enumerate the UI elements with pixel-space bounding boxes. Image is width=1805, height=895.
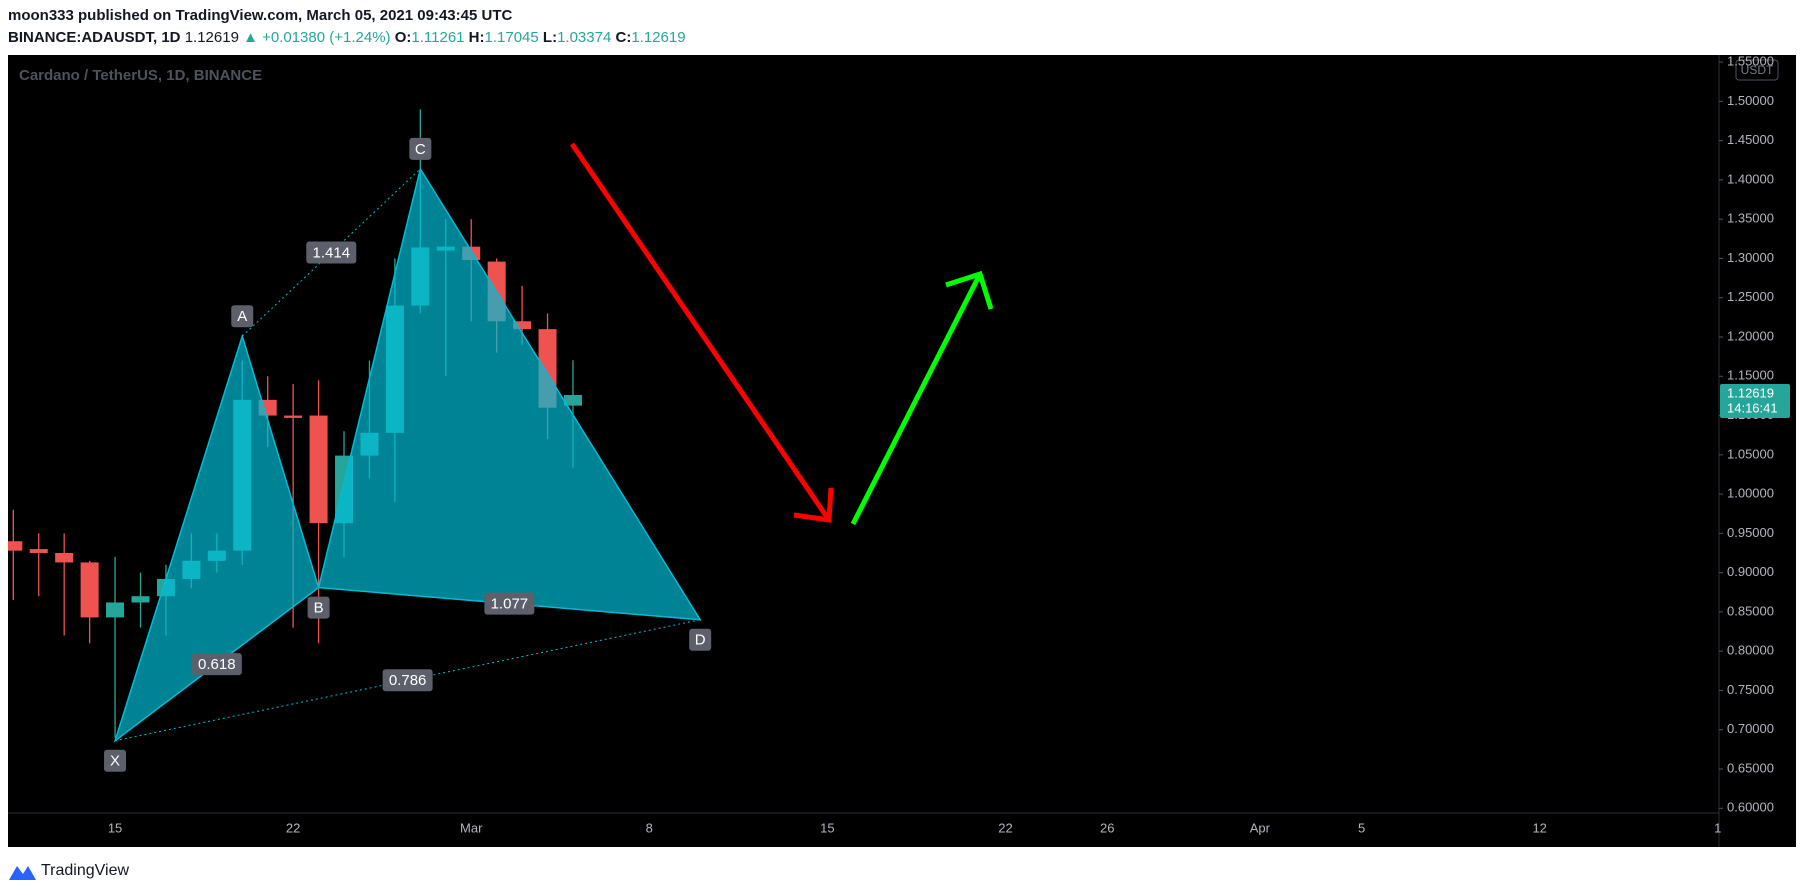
o-label: O:: [395, 29, 412, 46]
pattern-ratio-label-box: [191, 653, 242, 676]
x-tick-label: 1: [1714, 820, 1721, 835]
pattern-ratio-label: 1.414: [313, 245, 351, 262]
y-tick-label: 0.75000: [1727, 682, 1774, 697]
x-tick-label: 5: [1358, 820, 1365, 835]
drawings: [569, 142, 994, 526]
x-tick-label: 8: [646, 820, 653, 835]
pattern-point-label-box: [409, 137, 432, 160]
x-tick-label: Apr: [1250, 820, 1271, 835]
currency: USDT: [1741, 63, 1774, 77]
last-price: 1.12619: [1727, 385, 1774, 400]
chart-background: [8, 55, 1796, 847]
y-tick-label: 1.30000: [1727, 250, 1774, 265]
x-tick-label: 12: [1532, 820, 1546, 835]
l-label: L:: [543, 29, 557, 46]
y-tick-label: 0.95000: [1727, 525, 1774, 540]
change: ▲ +0.01380 (+1.24%): [243, 29, 390, 46]
y-tick-label: 0.70000: [1727, 721, 1774, 736]
pattern-point-label: X: [110, 753, 120, 770]
x-tick-label: 15: [108, 820, 122, 835]
candle-body: [8, 541, 23, 551]
pattern-ratio-label: 1.077: [491, 596, 529, 613]
x-tick-label: 22: [286, 820, 300, 835]
red-arrow-head: [793, 487, 834, 523]
y-tick-label: 1.15000: [1727, 368, 1774, 383]
publish-info: moon333 published on TradingView.com, Ma…: [8, 7, 512, 24]
y-tick-label: 1.40000: [1727, 171, 1774, 186]
green-arrow: [850, 272, 983, 526]
pattern-point-label: B: [314, 600, 324, 617]
symbol: BINANCE:ADAUSDT, 1D: [8, 29, 181, 46]
l-value: 1.03374: [557, 29, 611, 46]
pattern-point-label-box: [104, 749, 127, 772]
pattern-ratio-label-box: [382, 669, 433, 692]
symbol-line: BINANCE:ADAUSDT, 1D 1.12619 ▲ +0.01380 (…: [8, 29, 686, 46]
pattern-dotted-leg: [241, 168, 421, 337]
pattern-ratio-label-box: [484, 592, 535, 615]
logo: [9, 866, 36, 880]
candle-body: [131, 596, 150, 603]
y-tick-label: 1.55000: [1727, 54, 1774, 69]
c-label: C:: [615, 29, 631, 46]
y-tick-label: 0.60000: [1727, 800, 1774, 815]
candle-body: [29, 549, 48, 554]
y-tick-label: 0.65000: [1727, 760, 1774, 775]
y-tick-label: 1.45000: [1727, 132, 1774, 147]
candle-body: [284, 415, 303, 418]
y-tick-label: 0.80000: [1727, 643, 1774, 658]
candle-body: [55, 553, 74, 563]
candle-body: [309, 415, 328, 524]
green-arrow-head: [945, 270, 994, 310]
h-label: H:: [469, 29, 485, 46]
countdown: 14:16:41: [1727, 400, 1778, 415]
y-tick-label: 1.25000: [1727, 289, 1774, 304]
y-tick-label: 0.85000: [1727, 603, 1774, 618]
pattern-ratio-label: 0.786: [389, 672, 427, 689]
x-tick-label: 26: [1100, 820, 1114, 835]
red-arrow: [569, 142, 832, 522]
chart-title: Cardano / TetherUS, 1D, BINANCE: [19, 67, 262, 84]
candle-body: [106, 602, 125, 618]
h-value: 1.17045: [485, 29, 539, 46]
pattern-point-label: C: [415, 141, 426, 158]
y-tick-label: 1.50000: [1727, 93, 1774, 108]
candle-body: [80, 562, 99, 618]
y-tick-label: 1.35000: [1727, 211, 1774, 226]
o-value: 1.11261: [411, 29, 464, 46]
pattern-point-label: D: [695, 632, 706, 649]
y-tick-label: 1.05000: [1727, 446, 1774, 461]
x-tick-label: 15: [820, 820, 834, 835]
y-tick-label: 1.00000: [1727, 486, 1774, 501]
logo-icon: [9, 866, 36, 880]
pattern-ratio-label: 0.618: [198, 656, 236, 673]
candle-body: [513, 321, 532, 330]
pattern-ratio-label-box: [306, 241, 357, 264]
x-tick-label: Mar: [460, 820, 483, 835]
y-tick-label: 0.90000: [1727, 564, 1774, 579]
candle-body: [563, 394, 582, 406]
x-tick-label: 22: [998, 820, 1012, 835]
pattern-point-label-box: [307, 596, 330, 619]
last-price-badge: [1720, 383, 1790, 418]
brand: TradingView: [41, 862, 129, 879]
plot-area: [8, 109, 702, 743]
currency-badge: [1735, 59, 1779, 81]
pattern-point-label-box: [689, 628, 712, 651]
y-tick-label: 1.20000: [1727, 328, 1774, 343]
c-value: 1.12619: [631, 29, 685, 46]
last: 1.12619: [185, 29, 239, 46]
pattern-point-label-box: [231, 305, 254, 328]
pattern-point-label: A: [237, 308, 247, 325]
